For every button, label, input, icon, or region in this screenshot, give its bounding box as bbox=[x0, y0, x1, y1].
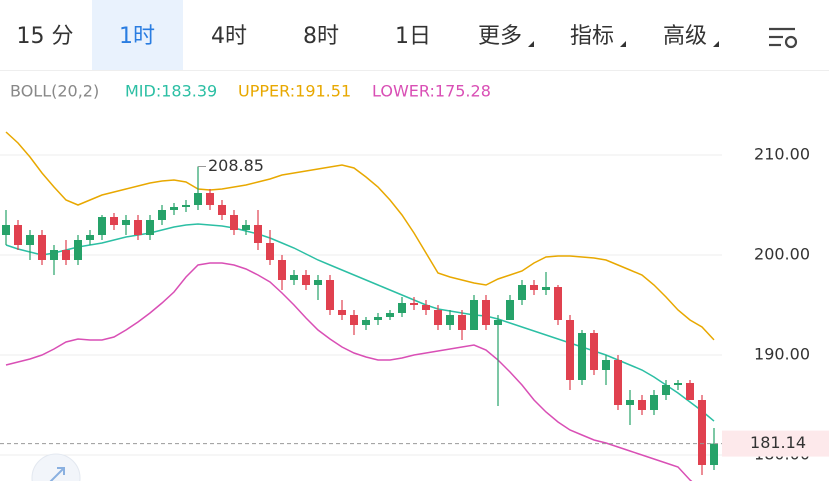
candle-body bbox=[26, 235, 34, 245]
candle-body bbox=[554, 287, 562, 320]
candle-body bbox=[590, 333, 598, 370]
tab[interactable]: 指标 bbox=[570, 24, 614, 49]
candle-body bbox=[674, 383, 682, 385]
candle-body bbox=[566, 320, 574, 380]
candle-body bbox=[338, 310, 346, 315]
candle-body bbox=[74, 240, 82, 260]
candle-body bbox=[314, 280, 322, 285]
candle-body bbox=[410, 303, 418, 305]
candle-body bbox=[686, 383, 694, 400]
candle-body bbox=[38, 235, 46, 260]
indicator-legend: BOLL(20,2) MID:183.39 UPPER:191.51 LOWER:17… bbox=[10, 82, 491, 101]
zoom-circle bbox=[31, 453, 81, 481]
dropdown-caret bbox=[620, 41, 626, 47]
band-label: UPPER:191.51 bbox=[238, 82, 351, 101]
band-label: MID:183.39 bbox=[125, 82, 217, 101]
candle-body bbox=[602, 360, 610, 370]
candle-body bbox=[362, 320, 370, 325]
band-line bbox=[5, 262, 693, 481]
tab[interactable]: 4时 bbox=[211, 24, 247, 49]
zoom-arrow bbox=[49, 467, 65, 481]
candle-body bbox=[638, 400, 646, 410]
candle-body bbox=[242, 225, 250, 230]
candle-body bbox=[422, 305, 430, 310]
candle-body bbox=[350, 315, 358, 325]
band-line bbox=[5, 131, 715, 341]
candle-body bbox=[326, 280, 334, 310]
indicator-name: BOLL(20,2) bbox=[10, 82, 99, 101]
zoom-button[interactable] bbox=[31, 453, 81, 481]
candle-body bbox=[290, 275, 298, 280]
band-line bbox=[5, 223, 715, 422]
last-price-label: 181.14 bbox=[750, 433, 806, 452]
candle-body bbox=[710, 443, 718, 465]
y-tick-label: 210.00 bbox=[754, 145, 810, 164]
candle-body bbox=[182, 205, 190, 207]
y-tick-label: 200.00 bbox=[754, 245, 810, 264]
candle-body bbox=[110, 217, 118, 225]
candle-body bbox=[698, 400, 706, 465]
candle-body bbox=[50, 250, 58, 260]
dropdown-caret bbox=[713, 41, 719, 47]
candle-body bbox=[530, 285, 538, 290]
candle-body bbox=[398, 303, 406, 313]
candle-body bbox=[434, 310, 442, 325]
candle-body bbox=[542, 287, 550, 290]
candle-body bbox=[662, 385, 670, 395]
band-label: LOWER:175.28 bbox=[372, 82, 491, 101]
candle-body bbox=[458, 315, 466, 330]
candle-body bbox=[626, 400, 634, 405]
candle-body bbox=[146, 220, 154, 235]
candle-body bbox=[650, 395, 658, 410]
y-tick-label: 190.00 bbox=[754, 345, 810, 364]
tab[interactable]: 15 分 bbox=[17, 24, 74, 49]
tab[interactable]: 高级 bbox=[663, 24, 707, 49]
candle-body bbox=[374, 317, 382, 320]
candle-body bbox=[494, 320, 502, 325]
tab[interactable]: 更多 bbox=[478, 24, 522, 49]
candle-body bbox=[86, 235, 94, 240]
dropdown-caret bbox=[528, 41, 534, 47]
candle-body bbox=[446, 315, 454, 325]
overlay: 208.85 181.14 bbox=[0, 156, 829, 457]
candle-body bbox=[134, 220, 142, 235]
settings-icon[interactable] bbox=[769, 27, 798, 49]
tab[interactable]: 1时 bbox=[119, 24, 155, 49]
candle-body bbox=[98, 217, 106, 235]
active-tab-bg bbox=[92, 0, 183, 70]
candle-body bbox=[230, 215, 238, 230]
tab[interactable]: 8时 bbox=[303, 24, 339, 49]
candle-body bbox=[206, 193, 214, 205]
candle-body bbox=[482, 300, 490, 325]
candle-body bbox=[266, 243, 274, 260]
candle-body bbox=[614, 360, 622, 405]
candle-body bbox=[194, 193, 202, 205]
candle-body bbox=[170, 207, 178, 210]
candle-body bbox=[14, 225, 22, 245]
candle-body bbox=[122, 220, 130, 225]
icon-gear bbox=[784, 35, 798, 49]
candle-body bbox=[278, 260, 286, 280]
tab-bar: 15 分 1时 4时 8时 1日 更多 指标 高级 bbox=[17, 24, 719, 49]
candle-body bbox=[254, 225, 262, 243]
candle-body bbox=[506, 300, 514, 320]
candle-body bbox=[2, 225, 10, 235]
candle-body bbox=[470, 300, 478, 330]
candle-body bbox=[578, 333, 586, 380]
high-annotation: 208.85 bbox=[208, 156, 264, 175]
candle-body bbox=[386, 313, 394, 317]
candle-body bbox=[158, 210, 166, 220]
plot bbox=[2, 131, 718, 481]
candle-body bbox=[302, 275, 310, 285]
tab[interactable]: 1日 bbox=[395, 24, 431, 49]
candle-body bbox=[62, 250, 70, 260]
last-price-tag bbox=[722, 430, 829, 457]
candle-body bbox=[518, 285, 526, 300]
candle-body bbox=[218, 205, 226, 215]
